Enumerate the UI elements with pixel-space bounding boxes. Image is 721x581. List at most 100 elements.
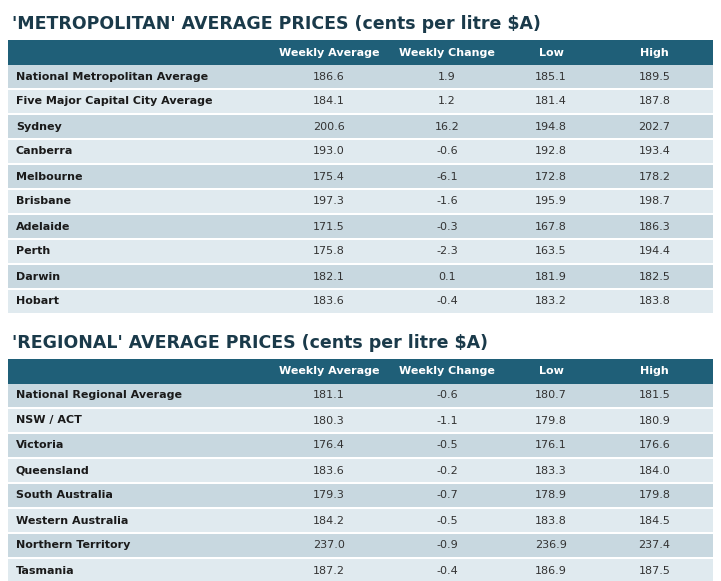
Text: 236.9: 236.9 [535,540,567,551]
Text: Adelaide: Adelaide [16,221,71,231]
Text: -0.3: -0.3 [436,221,458,231]
Text: Brisbane: Brisbane [16,196,71,206]
Text: Weekly Average: Weekly Average [279,48,379,58]
Bar [8,507,713,509]
Text: -0.5: -0.5 [436,515,458,525]
Text: 192.8: 192.8 [535,146,567,156]
Text: 167.8: 167.8 [535,221,567,231]
Text: Weekly Change: Weekly Change [399,48,495,58]
Text: 189.5: 189.5 [639,71,671,81]
Text: High: High [640,367,669,376]
Bar [8,359,713,384]
Bar [8,140,713,163]
Text: 179.8: 179.8 [535,415,567,425]
Text: Canberra: Canberra [16,146,74,156]
Text: -6.1: -6.1 [436,171,458,181]
Bar [8,459,713,482]
Text: Perth: Perth [16,246,50,256]
Text: Five Major Capital City Average: Five Major Capital City Average [16,96,213,106]
Text: Low: Low [539,48,563,58]
Text: 'METROPOLITAN' AVERAGE PRICES (cents per litre $A): 'METROPOLITAN' AVERAGE PRICES (cents per… [12,15,541,33]
Text: High: High [640,48,669,58]
Text: 183.8: 183.8 [639,296,671,307]
Text: 181.5: 181.5 [639,390,671,400]
Text: -0.5: -0.5 [436,440,458,450]
Text: 16.2: 16.2 [435,121,459,131]
Text: 175.8: 175.8 [313,246,345,256]
Text: 1.9: 1.9 [438,71,456,81]
Text: NSW / ACT: NSW / ACT [16,415,82,425]
Bar [8,288,713,290]
Text: 182.1: 182.1 [313,271,345,282]
Text: 193.4: 193.4 [639,146,671,156]
Text: 237.0: 237.0 [313,540,345,551]
Text: 183.6: 183.6 [313,465,345,475]
Bar [8,113,713,115]
Bar [8,457,713,459]
Text: 184.5: 184.5 [639,515,671,525]
Text: -0.7: -0.7 [436,490,458,500]
Text: 200.6: 200.6 [313,121,345,131]
Text: Weekly Change: Weekly Change [399,367,495,376]
Text: 184.0: 184.0 [639,465,671,475]
Bar [8,384,713,407]
Text: 187.5: 187.5 [639,565,671,576]
Text: 176.4: 176.4 [313,440,345,450]
Bar [8,190,713,213]
Text: 186.6: 186.6 [313,71,345,81]
Text: -1.1: -1.1 [436,415,458,425]
Text: -0.4: -0.4 [436,296,458,307]
Text: Sydney: Sydney [16,121,62,131]
Bar [8,215,713,238]
Bar [8,213,713,215]
Bar [8,138,713,140]
Text: 187.2: 187.2 [313,565,345,576]
Text: 183.8: 183.8 [535,515,567,525]
Text: 194.4: 194.4 [639,246,671,256]
Text: Queensland: Queensland [16,465,89,475]
Text: 183.3: 183.3 [535,465,567,475]
Text: 195.9: 195.9 [535,196,567,206]
Text: 180.9: 180.9 [639,415,671,425]
Text: Weekly Average: Weekly Average [279,367,379,376]
Bar [8,534,713,557]
Text: 184.1: 184.1 [313,96,345,106]
Text: 176.1: 176.1 [535,440,567,450]
Text: 202.7: 202.7 [639,121,671,131]
Text: 181.4: 181.4 [535,96,567,106]
Text: 185.1: 185.1 [535,71,567,81]
Text: -0.4: -0.4 [436,565,458,576]
Bar [8,90,713,113]
Bar [8,557,713,559]
Bar [8,238,713,240]
Text: 180.3: 180.3 [313,415,345,425]
Text: 0.1: 0.1 [438,271,456,282]
Text: 178.2: 178.2 [639,171,671,181]
Text: -0.6: -0.6 [436,146,458,156]
Bar [8,65,713,88]
Bar [8,290,713,313]
Bar [8,407,713,409]
Text: Darwin: Darwin [16,271,60,282]
Text: 197.3: 197.3 [313,196,345,206]
Text: 1.2: 1.2 [438,96,456,106]
Text: 182.5: 182.5 [639,271,671,282]
Bar [8,163,713,165]
Text: 179.3: 179.3 [313,490,345,500]
Text: Tasmania: Tasmania [16,565,75,576]
Text: 171.5: 171.5 [313,221,345,231]
Text: 183.2: 183.2 [535,296,567,307]
Text: National Regional Average: National Regional Average [16,390,182,400]
Bar [8,263,713,265]
Text: -0.9: -0.9 [436,540,458,551]
Text: 175.4: 175.4 [313,171,345,181]
Text: 184.2: 184.2 [313,515,345,525]
Bar [8,434,713,457]
Text: -0.6: -0.6 [436,390,458,400]
Text: 179.8: 179.8 [639,490,671,500]
Text: 193.0: 193.0 [313,146,345,156]
Text: Victoria: Victoria [16,440,64,450]
Bar [8,532,713,534]
Bar [8,88,713,90]
Bar [8,484,713,507]
